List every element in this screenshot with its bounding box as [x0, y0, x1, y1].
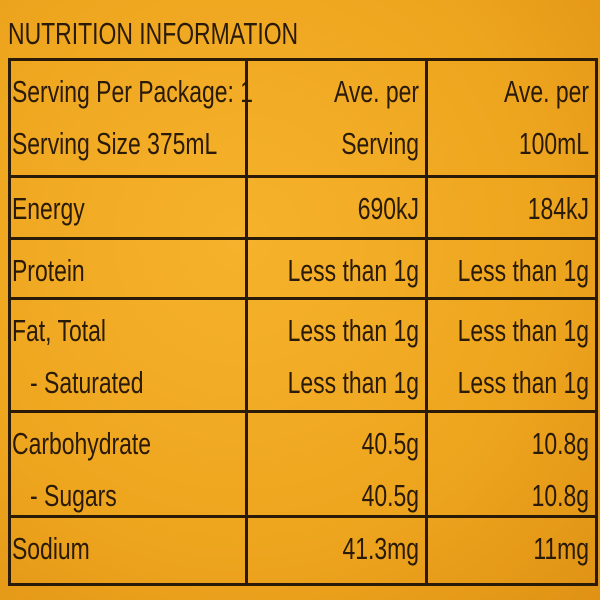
cell-text: Less than 1g: [457, 253, 589, 288]
cell-text: Energy: [12, 191, 85, 226]
cell-text: 40.5g: [361, 478, 419, 513]
column-border: [8, 58, 11, 586]
row-border: [8, 297, 598, 300]
cell-text: Sodium: [12, 531, 90, 566]
cell-text: 41.3mg: [342, 531, 419, 566]
cell-text: Less than 1g: [457, 313, 589, 348]
row-border: [8, 175, 598, 178]
cell-text: Fat, Total: [12, 313, 106, 348]
cell-text: Less than 1g: [287, 365, 419, 400]
column-border: [425, 58, 428, 586]
cell-text: Serving: [341, 126, 419, 161]
cell-text: 690kJ: [357, 191, 419, 226]
row-border: [8, 410, 598, 413]
cell-text: Ave. per: [333, 74, 419, 109]
cell-text: - Saturated: [30, 365, 144, 400]
row-border: [8, 237, 598, 240]
row-border: [8, 515, 598, 518]
column-border: [245, 58, 248, 586]
cell-text: 11mg: [533, 531, 589, 566]
row-border: [8, 58, 598, 61]
cell-text: 184kJ: [527, 191, 589, 226]
cell-text: Carbohydrate: [12, 426, 152, 461]
cell-text: Ave. per: [503, 74, 589, 109]
cell-text: 10.8g: [531, 426, 589, 461]
cell-text: Less than 1g: [287, 253, 419, 288]
cell-text: - Sugars: [30, 478, 117, 513]
cell-text: 100mL: [518, 126, 589, 161]
cell-text: 40.5g: [361, 426, 419, 461]
title: NUTRITION INFORMATION: [8, 16, 299, 51]
cell-text: Less than 1g: [287, 313, 419, 348]
cell-text: Serving Size 375mL: [12, 126, 218, 161]
cell-text: 10.8g: [531, 478, 589, 513]
cell-text: Less than 1g: [457, 365, 589, 400]
column-border: [595, 58, 598, 586]
cell-text: Protein: [12, 253, 85, 288]
row-border: [8, 583, 598, 586]
